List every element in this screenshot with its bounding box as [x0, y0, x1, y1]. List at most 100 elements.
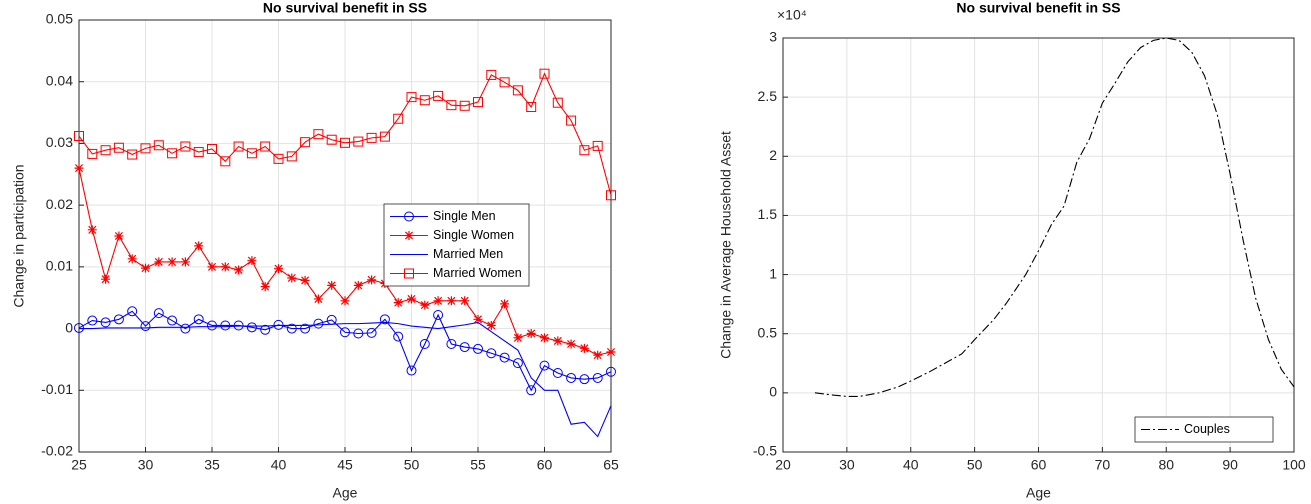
data-point	[87, 225, 97, 235]
data-point	[366, 132, 377, 143]
data-point	[233, 320, 244, 331]
x-tick-label: 60	[537, 457, 553, 473]
data-point	[286, 151, 297, 162]
data-point	[486, 348, 497, 359]
data-point	[113, 142, 124, 153]
data-point	[420, 300, 430, 310]
data-point	[500, 299, 510, 309]
data-point	[167, 148, 178, 159]
x-tick-label: 65	[603, 457, 619, 473]
axes-box	[78, 19, 612, 453]
x-tick-label: 25	[71, 457, 87, 473]
x-tick-label: 20	[775, 457, 791, 473]
x-tick-label: 50	[967, 457, 983, 473]
legend-label: Single Men	[433, 209, 496, 223]
data-point	[526, 329, 536, 339]
data-point	[566, 372, 577, 383]
data-point	[220, 262, 230, 272]
chart-title: No survival benefit in SS	[956, 0, 1120, 16]
data-point	[566, 115, 577, 126]
data-point	[606, 366, 616, 377]
legend: Single Men Single Women Married Men Married…	[383, 203, 530, 287]
y-tick-label: 3	[769, 29, 777, 45]
data-point	[606, 190, 616, 201]
data-point	[433, 309, 444, 320]
data-point	[154, 257, 164, 267]
y-axis-label: Change in participation	[11, 164, 27, 307]
data-point	[326, 134, 337, 145]
data-point	[513, 333, 523, 343]
data-point	[459, 342, 470, 353]
data-point	[140, 143, 151, 154]
data-point	[552, 97, 563, 108]
data-point	[379, 131, 390, 142]
legend-marker	[404, 231, 414, 240]
data-point	[313, 318, 324, 329]
data-point	[100, 145, 111, 156]
data-point	[433, 296, 443, 306]
data-point	[207, 262, 217, 272]
data-point	[167, 257, 177, 267]
data-point	[566, 339, 576, 349]
data-point	[473, 343, 483, 354]
series-line	[79, 321, 612, 438]
x-tick-label: 50	[404, 457, 420, 473]
data-point	[592, 140, 603, 151]
data-point	[220, 156, 231, 167]
data-point	[393, 331, 404, 342]
data-point	[553, 336, 563, 346]
data-point	[286, 323, 297, 334]
y-tick-label: 0.05	[46, 11, 73, 27]
data-point	[167, 315, 178, 326]
data-point	[406, 365, 417, 376]
data-point	[246, 148, 257, 159]
data-point	[579, 343, 589, 353]
data-point	[100, 317, 111, 328]
data-point	[127, 306, 138, 317]
data-point	[87, 315, 98, 326]
y-tick-label: 1	[769, 265, 777, 281]
legend-box	[383, 203, 530, 287]
y-tick-label: 2.5	[758, 88, 778, 104]
data-point	[260, 324, 271, 335]
x-tick-label: 60	[1031, 457, 1047, 473]
data-point	[340, 327, 350, 338]
x-tick-label: 55	[470, 457, 486, 473]
data-point	[300, 137, 311, 148]
y-tick-label: 0.04	[46, 72, 73, 88]
y-tick-label: 2	[769, 147, 777, 163]
series-line	[78, 310, 612, 392]
data-point	[180, 257, 190, 267]
data-point	[419, 95, 430, 106]
x-tick-label: 70	[1095, 457, 1111, 473]
data-point	[273, 319, 284, 330]
series-line	[814, 37, 1295, 397]
data-point	[340, 137, 350, 148]
data-point	[141, 263, 150, 273]
data-point	[193, 147, 204, 158]
legend-marker	[404, 211, 414, 222]
y-axis-label: Change in Average Household Asset	[718, 131, 734, 359]
data-point	[473, 97, 483, 108]
data-point	[446, 100, 457, 111]
data-point	[606, 347, 616, 357]
data-point	[433, 90, 444, 101]
y-tick-label: 0.5	[758, 324, 778, 340]
data-point	[180, 323, 191, 334]
x-tick-label: 100	[1282, 457, 1306, 473]
y-tick-label: 0	[769, 384, 777, 400]
legend-marker	[404, 268, 414, 279]
data-point	[300, 323, 311, 334]
data-point	[207, 320, 217, 331]
data-point	[114, 231, 124, 241]
data-point	[539, 360, 550, 371]
chart-title: No survival benefit in SS	[263, 0, 427, 16]
x-tick-label: 90	[1222, 457, 1238, 473]
data-point	[446, 296, 456, 306]
data-point	[460, 296, 470, 306]
data-point	[539, 68, 550, 79]
data-point	[526, 385, 537, 396]
legend-label: Single Women	[433, 228, 514, 242]
data-point	[273, 153, 284, 164]
